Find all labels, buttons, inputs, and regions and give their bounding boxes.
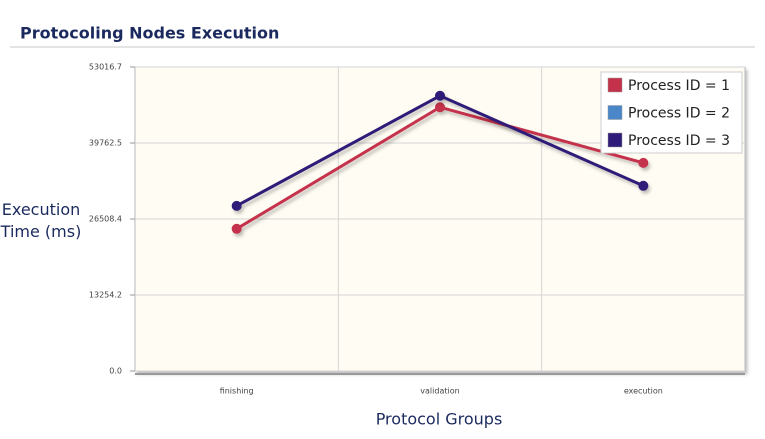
point	[435, 102, 445, 113]
legend-swatch	[607, 77, 623, 93]
legend-label: Process ID = 1	[628, 78, 730, 94]
y-tick-label: 0.0	[109, 367, 122, 376]
point	[231, 200, 242, 211]
y-tick-label: 26508.4	[89, 214, 122, 223]
chart-title: Protocoling Nodes Execution	[20, 24, 279, 43]
legend-label: Process ID = 2	[628, 106, 730, 122]
legend-box	[600, 71, 743, 154]
point	[231, 223, 242, 234]
legend-swatch	[607, 105, 623, 120]
x-tick-label: validation	[420, 387, 459, 396]
series	[231, 90, 649, 211]
y-tick-label: 13254.2	[89, 290, 122, 299]
y-tick-label: 39762.5	[89, 139, 122, 148]
point	[435, 90, 445, 101]
y-tick-label: 53016.7	[89, 63, 122, 72]
legend-swatch	[607, 132, 623, 148]
y-axis-label: Execution Time (ms)	[0, 200, 82, 241]
x-axis-label: Protocol Groups	[376, 410, 503, 429]
point	[638, 180, 649, 191]
x-tick-label: finishing	[220, 387, 254, 396]
point	[638, 157, 649, 168]
legend-label: Process ID = 3	[628, 133, 730, 149]
x-tick-label: execution	[624, 387, 663, 396]
series	[231, 102, 649, 234]
